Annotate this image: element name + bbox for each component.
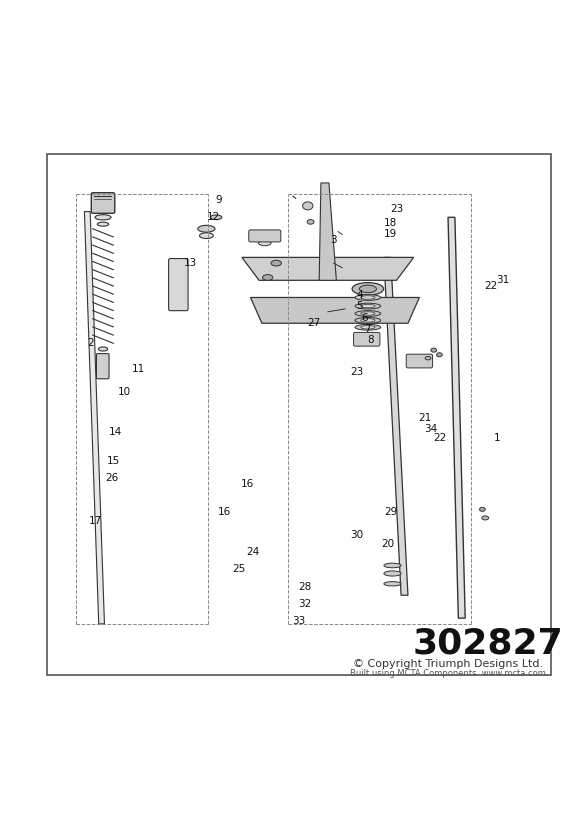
Ellipse shape — [359, 285, 377, 293]
Bar — [47, 154, 551, 676]
Ellipse shape — [437, 353, 442, 357]
Ellipse shape — [361, 304, 375, 308]
Text: 17: 17 — [89, 516, 103, 526]
FancyBboxPatch shape — [353, 332, 380, 346]
Polygon shape — [242, 257, 414, 280]
Text: 7: 7 — [364, 324, 371, 334]
Polygon shape — [319, 183, 336, 280]
Text: 15: 15 — [107, 456, 120, 466]
Ellipse shape — [303, 202, 313, 210]
Ellipse shape — [355, 311, 381, 316]
Text: 32: 32 — [298, 599, 311, 609]
Ellipse shape — [210, 215, 222, 220]
Ellipse shape — [258, 241, 271, 246]
Text: 21: 21 — [419, 413, 432, 423]
Text: 302827: 302827 — [413, 627, 564, 661]
Text: 18: 18 — [384, 218, 398, 228]
Ellipse shape — [361, 325, 375, 329]
Ellipse shape — [361, 311, 375, 316]
FancyBboxPatch shape — [92, 193, 115, 213]
Ellipse shape — [352, 283, 384, 295]
Text: 14: 14 — [109, 427, 122, 437]
Polygon shape — [384, 257, 408, 595]
Ellipse shape — [361, 296, 375, 299]
Text: 30: 30 — [350, 530, 363, 540]
Text: 29: 29 — [384, 508, 398, 517]
Ellipse shape — [262, 274, 273, 280]
Text: 8: 8 — [367, 335, 374, 345]
Text: 23: 23 — [350, 367, 363, 377]
Text: 16: 16 — [218, 508, 231, 517]
Text: 22: 22 — [433, 433, 446, 442]
Text: 11: 11 — [132, 364, 145, 374]
Text: 25: 25 — [233, 564, 245, 574]
Ellipse shape — [361, 319, 375, 322]
Ellipse shape — [97, 222, 109, 226]
Ellipse shape — [355, 303, 381, 309]
Ellipse shape — [307, 220, 314, 224]
Text: 9: 9 — [216, 195, 222, 205]
Text: 34: 34 — [424, 424, 437, 434]
Ellipse shape — [198, 225, 215, 232]
Text: 2: 2 — [87, 339, 93, 349]
Text: 16: 16 — [241, 479, 254, 489]
Ellipse shape — [384, 582, 401, 586]
Text: 12: 12 — [206, 213, 220, 222]
Text: 6: 6 — [361, 312, 368, 322]
Text: 3: 3 — [330, 235, 337, 246]
Ellipse shape — [480, 508, 485, 512]
Text: 13: 13 — [184, 258, 197, 268]
Ellipse shape — [355, 317, 381, 323]
Text: 28: 28 — [298, 582, 311, 592]
FancyBboxPatch shape — [96, 353, 109, 379]
Ellipse shape — [95, 215, 111, 220]
Text: 1: 1 — [493, 433, 500, 442]
Ellipse shape — [355, 325, 381, 330]
Ellipse shape — [99, 347, 108, 351]
Polygon shape — [448, 218, 465, 618]
Ellipse shape — [355, 295, 381, 300]
Text: 22: 22 — [484, 281, 498, 291]
Ellipse shape — [482, 516, 489, 520]
Text: 4: 4 — [356, 289, 363, 300]
Text: © Copyright Triumph Designs Ltd.: © Copyright Triumph Designs Ltd. — [353, 659, 543, 669]
Ellipse shape — [425, 357, 431, 360]
Text: 10: 10 — [118, 387, 131, 397]
Ellipse shape — [431, 349, 437, 352]
Ellipse shape — [271, 260, 282, 266]
Text: 31: 31 — [496, 275, 509, 285]
Text: 5: 5 — [356, 301, 363, 311]
FancyBboxPatch shape — [168, 259, 188, 311]
Text: 26: 26 — [106, 473, 118, 483]
Text: 33: 33 — [293, 616, 305, 626]
Text: 24: 24 — [247, 547, 260, 557]
Text: Built using MCTA Components. www.mcta.com: Built using MCTA Components. www.mcta.co… — [350, 668, 546, 677]
FancyBboxPatch shape — [249, 230, 281, 242]
Ellipse shape — [384, 571, 401, 576]
Polygon shape — [251, 297, 419, 323]
Text: 27: 27 — [307, 318, 320, 328]
FancyBboxPatch shape — [406, 354, 433, 368]
Ellipse shape — [384, 563, 401, 568]
Text: 20: 20 — [381, 539, 395, 549]
Ellipse shape — [199, 232, 213, 238]
Text: 23: 23 — [390, 204, 403, 213]
Polygon shape — [85, 212, 104, 624]
Text: 19: 19 — [384, 230, 398, 240]
